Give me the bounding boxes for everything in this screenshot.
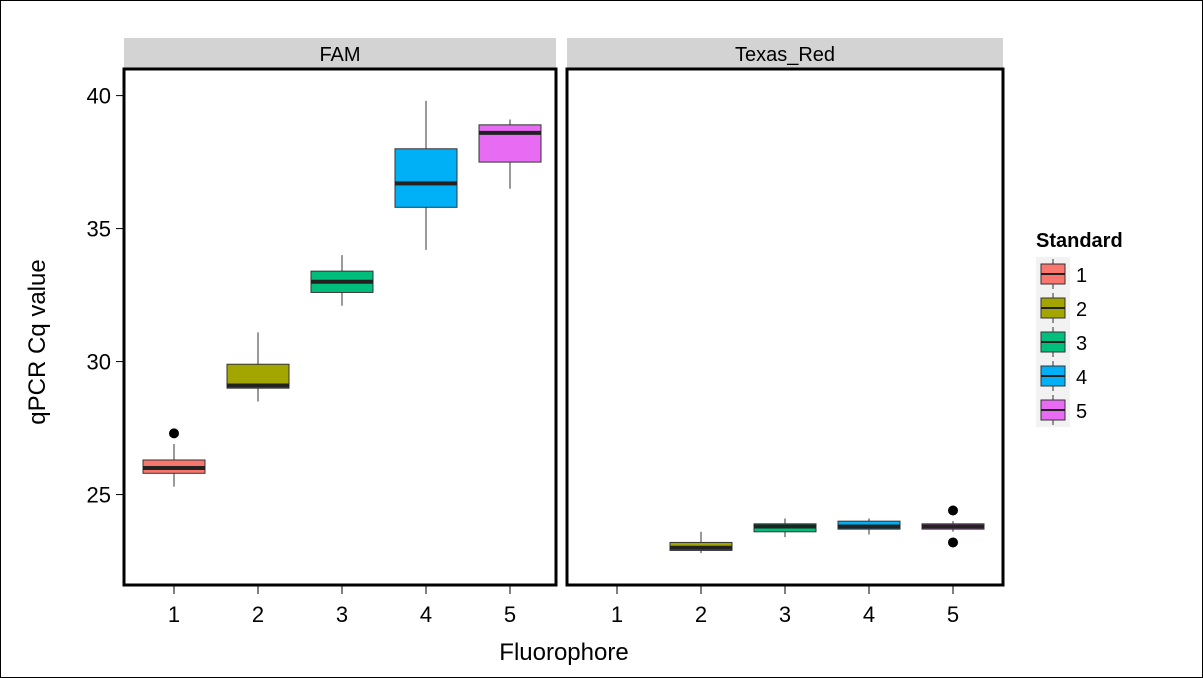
outlier-point bbox=[948, 505, 958, 516]
x-tick-label: 3 bbox=[779, 602, 791, 627]
facet-strip-label: Texas_Red bbox=[735, 44, 835, 66]
x-tick-label: 5 bbox=[504, 602, 516, 627]
legend-title: Standard bbox=[1036, 230, 1123, 252]
outlier-point bbox=[169, 428, 179, 439]
box-iqr bbox=[478, 124, 542, 163]
x-tick-label: 2 bbox=[695, 602, 707, 627]
legend-label: 1 bbox=[1076, 265, 1087, 287]
legend-label: 4 bbox=[1076, 367, 1087, 389]
box-iqr bbox=[394, 148, 458, 208]
y-axis: 25 30 35 40 bbox=[87, 84, 124, 508]
y-tick-label: 40 bbox=[87, 84, 111, 109]
legend-item-4: 4 bbox=[1036, 359, 1087, 393]
box-fam-3 bbox=[310, 255, 374, 306]
legend: Standard 1 2 3 4 5 bbox=[1036, 230, 1123, 427]
y-tick-label: 25 bbox=[87, 483, 111, 508]
legend-item-1: 1 bbox=[1036, 257, 1087, 291]
facet-strip-label: FAM bbox=[319, 44, 360, 66]
x-tick-label: 1 bbox=[611, 602, 623, 627]
legend-label: 5 bbox=[1076, 401, 1087, 423]
x-tick-label: 3 bbox=[336, 602, 348, 627]
legend-item-2: 2 bbox=[1036, 291, 1087, 325]
box-fam-2 bbox=[226, 332, 290, 402]
box-texas-red-2 bbox=[669, 531, 733, 554]
box-iqr bbox=[226, 363, 290, 389]
box-fam-4 bbox=[394, 100, 458, 250]
box-texas-red-5 bbox=[921, 505, 985, 548]
x-tick-label: 1 bbox=[168, 602, 180, 627]
x-tick-label: 2 bbox=[252, 602, 264, 627]
y-tick-label: 35 bbox=[87, 217, 111, 242]
facet-strip bbox=[124, 38, 556, 69]
legend-items: 1 2 3 4 5 bbox=[1036, 257, 1087, 427]
legend-item-3: 3 bbox=[1036, 325, 1087, 359]
box-texas-red-4 bbox=[837, 518, 901, 535]
panel-border bbox=[565, 67, 1005, 587]
x-axes: 1 2 3 4 5 1 2 3 4 5 bbox=[168, 586, 959, 627]
legend-item-5: 5 bbox=[1036, 393, 1087, 427]
x-axis-label: Fluorophore bbox=[499, 639, 628, 666]
facet-strip bbox=[567, 38, 1003, 69]
facet-panel-fam: FAM bbox=[122, 38, 558, 587]
legend-label: 3 bbox=[1076, 333, 1087, 355]
outlier-point bbox=[948, 537, 958, 548]
x-tick-label: 5 bbox=[947, 602, 959, 627]
x-tick-label: 4 bbox=[420, 602, 432, 627]
y-axis-label: qPCR Cq value bbox=[24, 259, 51, 424]
box-texas-red-3 bbox=[753, 518, 817, 538]
facet-panels: FAM Texas_Red bbox=[122, 38, 1005, 587]
legend-label: 2 bbox=[1076, 299, 1087, 321]
facet-panel-texas-red: Texas_Red bbox=[565, 38, 1005, 587]
box-fam-1 bbox=[142, 428, 206, 487]
box-fam-5 bbox=[478, 119, 542, 189]
x-tick-label: 4 bbox=[863, 602, 875, 627]
y-tick-label: 30 bbox=[87, 350, 111, 375]
